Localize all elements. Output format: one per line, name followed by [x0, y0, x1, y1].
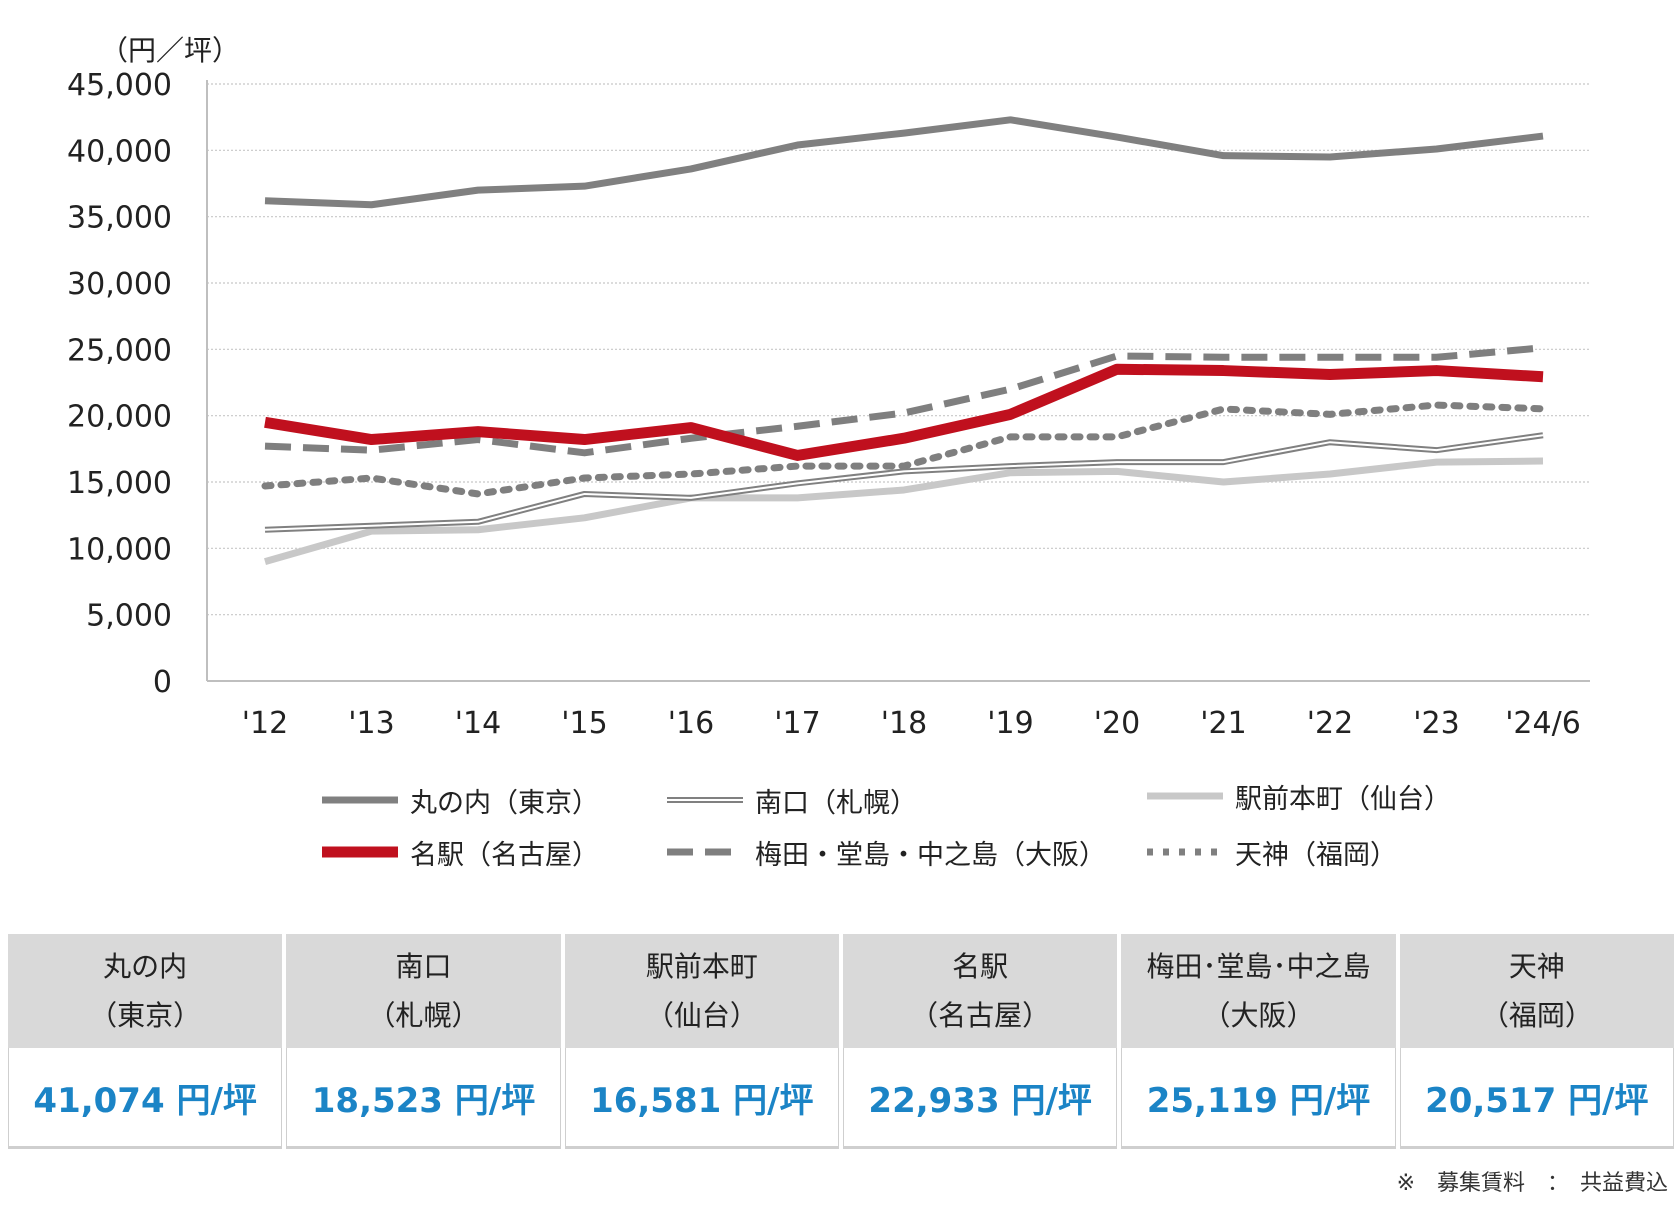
- summary-header-row: 丸の内 （東京） 南口 （札幌） 駅前本町 （仙台） 名駅 （名古屋） 梅田･堂島･中之…: [8, 934, 1674, 1048]
- x-tick-label: '23: [1413, 706, 1459, 741]
- y-axis-ticks: 0 5,000 10,000 15,000 20,000 25,000 30,000 35,0…: [67, 68, 172, 700]
- line-chart: （円／坪） 0 5,000 10,000 15,000 20,000 25,000 30,0…: [67, 34, 1590, 741]
- y-tick-label: 25,000: [67, 333, 172, 368]
- legend-label: 梅田・堂島・中之島（大阪）: [755, 839, 1106, 871]
- area-name: 天神: [1508, 950, 1565, 983]
- summary-header-cell: 丸の内 （東京）: [8, 934, 283, 1048]
- x-tick-label: '20: [1094, 706, 1140, 741]
- footnote: ※ 募集賃料 ： 共益費込: [1396, 1171, 1668, 1196]
- area-name: 梅田･堂島･中之島: [1146, 950, 1371, 983]
- series-line: [264, 363, 1544, 461]
- y-tick-label: 15,000: [67, 466, 172, 501]
- y-unit-label: （円／坪）: [100, 34, 240, 67]
- legend-swatch: [322, 846, 398, 858]
- area-name: 名駅: [952, 950, 1009, 983]
- x-tick-label: '13: [348, 706, 394, 741]
- series-line: [264, 457, 1544, 565]
- area-name: 駅前本町: [645, 950, 758, 983]
- x-tick-label: '12: [242, 706, 288, 741]
- summary-header-cell: 駅前本町 （仙台）: [564, 934, 839, 1048]
- city-name: （大阪）: [1202, 999, 1315, 1032]
- legend-item: 駅前本町（仙台）: [1145, 776, 1451, 816]
- x-tick-label: '17: [774, 706, 820, 741]
- legend-label: 天神（福岡）: [1235, 839, 1397, 871]
- area-name: 南口: [395, 950, 452, 983]
- y-tick-label: 10,000: [67, 532, 172, 567]
- legend-item: 南口（札幌）: [665, 780, 917, 820]
- summary-header-cell: 名駅 （名古屋）: [842, 934, 1118, 1048]
- y-tick-label: 5,000: [86, 599, 172, 634]
- legend-item: 天神（福岡）: [1145, 832, 1397, 872]
- rent-value: 25,119 円/坪: [1121, 1048, 1396, 1149]
- legend: 丸の内（東京） 南口（札幌） 駅前本町（仙台） 名駅（名古屋） 梅田・堂島・中之島（大阪…: [320, 780, 1470, 890]
- y-tick-label: 40,000: [67, 134, 172, 169]
- legend-swatch: [322, 796, 398, 804]
- city-name: （福岡）: [1480, 999, 1593, 1032]
- y-tick-label: 45,000: [67, 68, 172, 103]
- area-name: 丸の内: [103, 950, 188, 983]
- summary-header-cell: 南口 （札幌）: [286, 934, 561, 1048]
- legend-item: 名駅（名古屋）: [320, 832, 599, 872]
- city-name: （名古屋）: [910, 999, 1051, 1032]
- y-tick-label: 0: [153, 665, 172, 700]
- rent-value: 20,517 円/坪: [1399, 1048, 1674, 1149]
- legend-label: 丸の内（東京）: [410, 787, 599, 819]
- rent-value: 16,581 円/坪: [564, 1048, 839, 1149]
- legend-item: 梅田・堂島・中之島（大阪）: [665, 832, 1106, 872]
- legend-label: 南口（札幌）: [755, 787, 917, 819]
- series-line: [261, 401, 1547, 498]
- y-tick-label: 35,000: [67, 201, 172, 236]
- series-line: [264, 116, 1544, 209]
- y-tick-label: 20,000: [67, 400, 172, 435]
- rent-value: 41,074 円/坪: [8, 1048, 283, 1149]
- legend-swatch: [667, 797, 743, 803]
- legend-label: 名駅（名古屋）: [410, 839, 599, 871]
- axes: [206, 80, 1590, 682]
- gridlines: [207, 83, 1590, 616]
- legend-label: 駅前本町（仙台）: [1235, 783, 1451, 815]
- legend-swatch: [1147, 848, 1223, 856]
- x-tick-label: '18: [881, 706, 927, 741]
- series-line-inner: [264, 434, 1544, 531]
- x-tick-label: '16: [668, 706, 714, 741]
- x-tick-label: '21: [1200, 706, 1246, 741]
- legend-swatch: [667, 848, 743, 856]
- city-name: （仙台）: [645, 999, 758, 1032]
- city-name: （札幌）: [367, 999, 480, 1032]
- series-group: [261, 116, 1547, 565]
- x-tick-label: '24/6: [1505, 706, 1581, 741]
- x-tick-label: '19: [987, 706, 1033, 741]
- city-name: （東京）: [89, 999, 202, 1032]
- rent-value: 18,523 円/坪: [286, 1048, 561, 1149]
- legend-swatch: [1147, 792, 1223, 800]
- x-axis-ticks: '12 '13 '14 '15 '16 '17 '18 '19 '20 '21 '22 '23 '24/…: [242, 706, 1581, 741]
- summary-table: 丸の内 （東京） 南口 （札幌） 駅前本町 （仙台） 名駅 （名古屋） 梅田･堂島･中之…: [4, 934, 1678, 1149]
- summary-header-cell: 梅田･堂島･中之島 （大阪）: [1121, 934, 1396, 1048]
- x-tick-label: '14: [455, 706, 501, 741]
- summary-header-cell: 天神 （福岡）: [1399, 934, 1674, 1048]
- x-tick-label: '22: [1307, 706, 1353, 741]
- rent-value: 22,933 円/坪: [842, 1048, 1118, 1149]
- x-tick-label: '15: [561, 706, 607, 741]
- summary-value-row: 41,074 円/坪 18,523 円/坪 16,581 円/坪 22,933 …: [8, 1048, 1674, 1149]
- y-tick-label: 30,000: [67, 267, 172, 302]
- legend-item: 丸の内（東京）: [320, 780, 599, 820]
- series-line: [264, 344, 1544, 457]
